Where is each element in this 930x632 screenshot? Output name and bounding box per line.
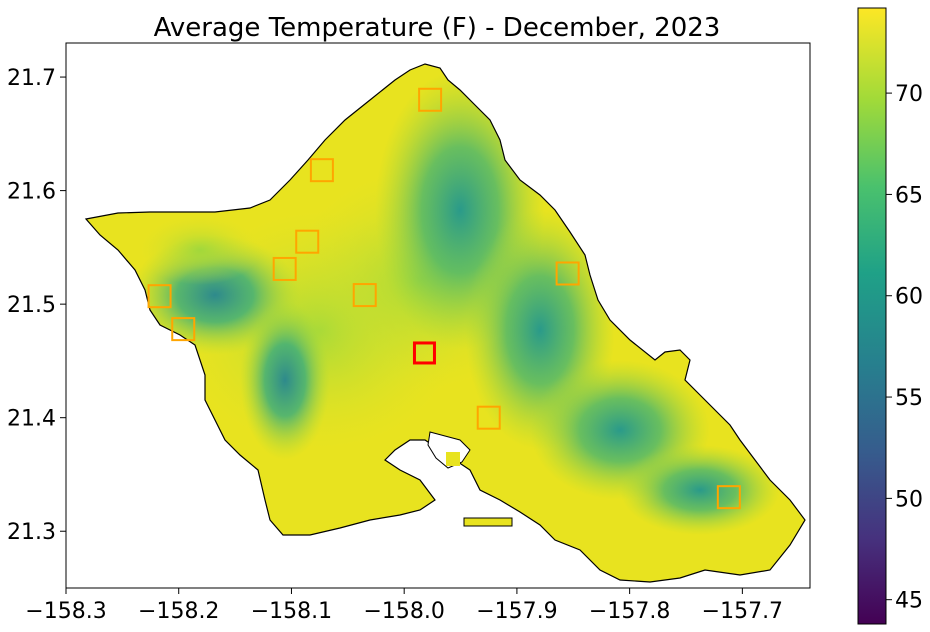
selected-station-marker xyxy=(412,341,436,365)
x-tick-label: −157.7 xyxy=(702,599,783,624)
y-tick-label: 21.7 xyxy=(7,66,56,91)
y-tick-label: 21.4 xyxy=(7,407,56,432)
y-axis: 21.7 21.6 21.5 21.4 21.3 xyxy=(7,66,66,545)
colorbar-tick-label: 55 xyxy=(895,386,923,411)
colorbar-tick-label: 50 xyxy=(895,487,923,512)
station-marker xyxy=(147,284,172,309)
colorbar-tick-label: 45 xyxy=(895,589,923,614)
harbor-patch xyxy=(446,452,460,466)
station-marker xyxy=(295,229,320,254)
x-tick-label: −158.1 xyxy=(251,599,332,624)
harbor-islet xyxy=(463,517,513,527)
station-marker xyxy=(476,405,501,430)
station-marker xyxy=(418,87,443,112)
station-markers xyxy=(147,87,741,510)
x-tick-label: −157.9 xyxy=(476,599,557,624)
station-marker xyxy=(272,256,297,281)
y-tick-label: 21.6 xyxy=(7,180,56,205)
station-marker xyxy=(171,317,196,342)
x-tick-label: −157.8 xyxy=(589,599,670,624)
x-tick-label: −158.3 xyxy=(25,599,106,624)
y-tick-label: 21.5 xyxy=(7,293,56,318)
station-marker xyxy=(555,261,580,286)
colorbar-ticks: 45 50 55 60 65 70 xyxy=(886,82,923,614)
colorbar-tick-label: 60 xyxy=(895,285,923,310)
x-axis: −158.3 −158.2 −158.1 −158.0 −157.9 −157.8 −157… xyxy=(25,588,783,624)
y-tick-label: 21.3 xyxy=(7,520,56,545)
station-marker xyxy=(352,283,377,308)
map-title: Average Temperature (F) - December, 2023 xyxy=(154,13,721,43)
colorbar-tick-label: 70 xyxy=(895,82,923,107)
colorbar-tick-label: 65 xyxy=(895,183,923,208)
colorbar xyxy=(857,7,887,625)
coastline xyxy=(84,63,806,583)
station-marker xyxy=(309,158,334,183)
station-marker xyxy=(716,485,741,510)
x-tick-label: −158.2 xyxy=(138,599,219,624)
x-tick-label: −158.0 xyxy=(363,599,444,624)
